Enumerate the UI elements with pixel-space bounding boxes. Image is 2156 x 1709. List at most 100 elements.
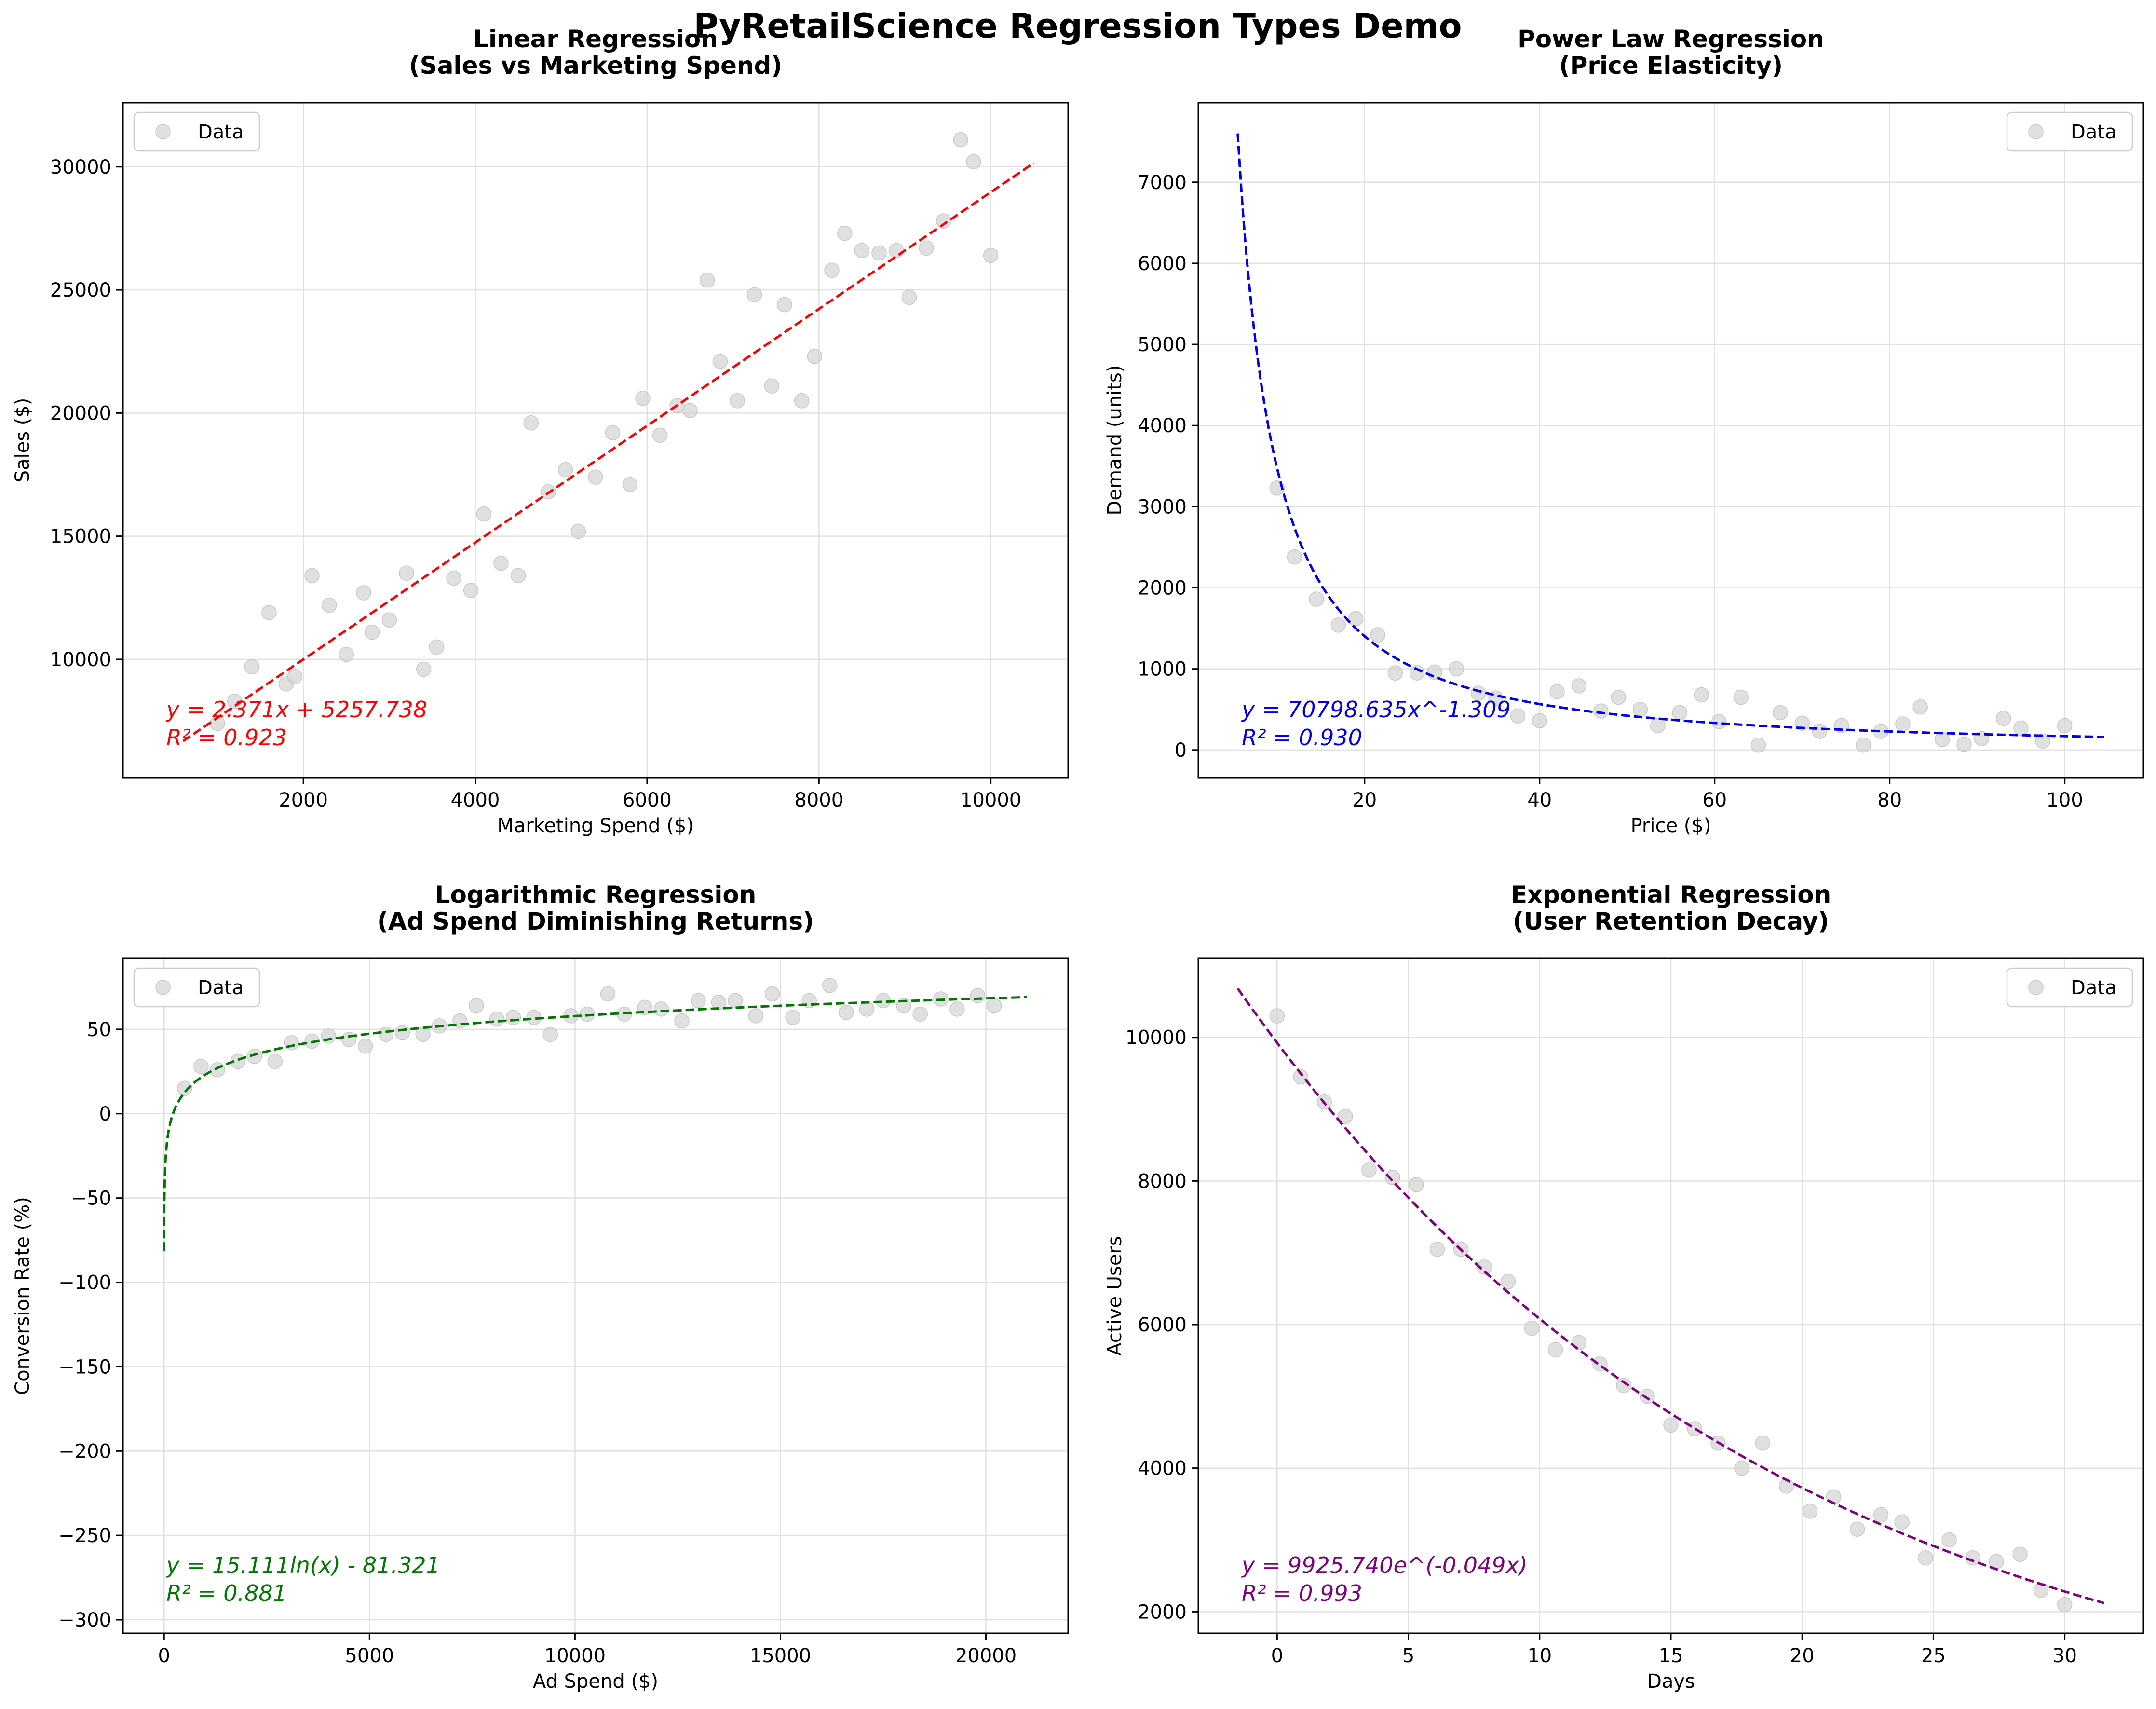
data-point: [557, 462, 573, 478]
data-point: [1918, 1550, 1933, 1566]
legend-box: [133, 967, 260, 1008]
data-point: [321, 597, 337, 613]
data-point: [2013, 720, 2029, 736]
data-point: [1965, 1550, 1980, 1566]
fit-r-squared: R² = 0.923: [166, 725, 287, 751]
legend-box: [2006, 111, 2133, 152]
data-point: [1895, 716, 1911, 732]
y-tick-label: −100: [58, 1272, 111, 1294]
data-point: [936, 213, 951, 229]
data-point: [1269, 1008, 1285, 1024]
data-point: [824, 262, 840, 278]
data-point: [888, 243, 904, 259]
x-axis-label: Marketing Spend ($): [497, 815, 694, 837]
data-point: [1856, 737, 1871, 753]
data-point: [777, 297, 792, 313]
fit-equation: y = 2.371x + 5257.738: [165, 697, 427, 723]
x-tick-label: 0: [1271, 1645, 1283, 1667]
x-tick-label: 5: [1402, 1645, 1414, 1667]
data-point: [304, 568, 320, 584]
data-point: [712, 354, 728, 369]
x-tick-label: 100: [2046, 789, 2083, 811]
data-point: [837, 225, 853, 241]
data-point: [1309, 591, 1324, 607]
data-point: [953, 132, 969, 148]
legend-label: Data: [198, 121, 244, 143]
data-point: [399, 565, 414, 581]
y-tick-label: 6000: [1138, 253, 1187, 275]
fit-equation: y = 15.111ln(x) - 81.321: [165, 1552, 440, 1578]
fit-equation: y = 70798.635x^-1.309: [1241, 697, 1511, 723]
x-axis-label: Price ($): [1631, 815, 1711, 837]
regression-line: [182, 162, 1035, 742]
y-tick-label: 0: [1175, 739, 1187, 762]
data-point: [1873, 1507, 1889, 1523]
x-tick-label: 0: [158, 1645, 170, 1667]
data-point: [1755, 1435, 1771, 1451]
data-point: [1524, 1320, 1540, 1336]
chart-panel-3: Logarithmic Regression(Ad Spend Diminish…: [12, 881, 1069, 1693]
data-point: [1532, 713, 1547, 729]
legend: Data: [133, 967, 260, 1008]
data-point: [785, 1010, 800, 1025]
data-point: [489, 1012, 505, 1027]
data-point: [1593, 703, 1609, 719]
data-point: [794, 393, 810, 409]
y-tick-label: 0: [99, 1103, 111, 1125]
y-tick-label: 2000: [1138, 1601, 1187, 1623]
data-point: [966, 154, 981, 170]
data-point: [1956, 737, 1972, 752]
data-point: [871, 245, 887, 261]
data-point: [622, 477, 638, 492]
y-tick-label: 7000: [1138, 172, 1187, 194]
data-point: [446, 570, 461, 586]
data-point: [1571, 678, 1587, 694]
data-point: [822, 978, 838, 993]
data-point: [356, 585, 371, 601]
y-tick-label: 4000: [1138, 415, 1187, 437]
data-point: [1995, 711, 2011, 726]
data-point: [652, 427, 668, 443]
data-point: [1293, 1069, 1309, 1085]
y-tick-label: 10000: [50, 649, 111, 671]
data-point: [1571, 1335, 1587, 1350]
data-point: [1733, 689, 1749, 705]
legend: Data: [2006, 967, 2133, 1008]
chart-panel-2: Power Law Regression(Price Elasticity) 20…: [1104, 25, 2144, 837]
data-point: [177, 1080, 192, 1096]
x-tick-label: 6000: [623, 789, 672, 811]
x-tick-label: 30: [2052, 1645, 2077, 1667]
x-tick-label: 40: [1527, 789, 1552, 811]
data-point: [1429, 1242, 1445, 1257]
legend-label: Data: [198, 977, 244, 999]
data-point: [261, 605, 277, 620]
data-point: [807, 349, 823, 364]
panel-title-line2: (User Retention Decay): [1513, 907, 1829, 935]
data-point: [839, 1005, 854, 1020]
data-point: [1348, 611, 1364, 627]
fit-r-squared: R² = 0.930: [1242, 725, 1362, 751]
legend-box: [2006, 967, 2133, 1008]
data-point: [193, 1059, 209, 1074]
fit-r-squared: R² = 0.881: [166, 1580, 287, 1606]
y-tick-label: −300: [58, 1609, 111, 1631]
y-tick-label: 25000: [50, 279, 111, 301]
panel-title-line1: Power Law Regression: [1518, 25, 1824, 53]
data-point: [1672, 705, 1687, 721]
legend-marker: [155, 980, 171, 995]
data-point: [1849, 1521, 1865, 1537]
y-tick-label: −200: [58, 1440, 111, 1463]
data-point: [854, 243, 870, 259]
legend-marker: [155, 124, 171, 139]
data-point: [727, 993, 743, 1009]
data-point: [748, 1008, 764, 1024]
y-tick-label: 5000: [1138, 334, 1187, 356]
data-point: [983, 247, 999, 263]
axes-frame: [122, 957, 1069, 1634]
data-point: [469, 998, 484, 1013]
data-point: [1734, 1460, 1749, 1476]
data-point: [1338, 1108, 1353, 1124]
regression-line: [1236, 987, 2104, 1604]
data-point: [287, 669, 303, 684]
data-point: [1694, 687, 1709, 703]
